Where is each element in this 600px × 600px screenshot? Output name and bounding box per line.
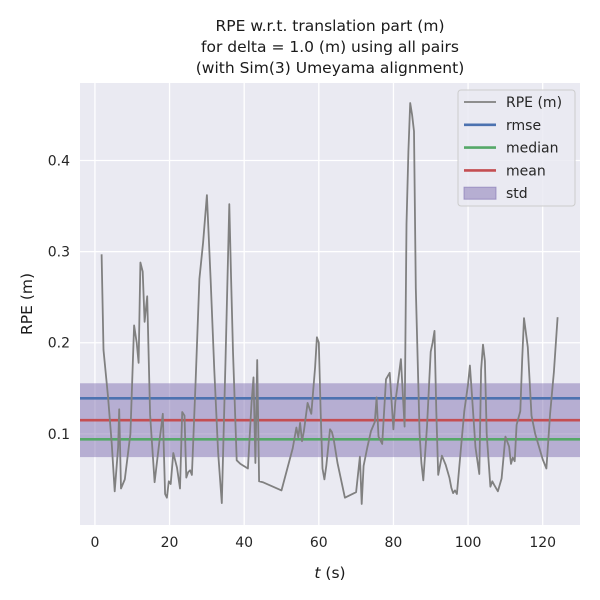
y-tick-label: 0.4 — [48, 153, 70, 169]
x-axis-symbol: t — [314, 564, 321, 582]
legend-label-std: std — [506, 186, 528, 202]
title-line-2: for delta = 1.0 (m) using all pairs — [201, 38, 459, 56]
rpe-series-line — [100, 102, 559, 505]
y-tick-label: 0.1 — [48, 427, 70, 443]
y-tick-label: 0.2 — [48, 336, 70, 352]
x-axis-unit: (s) — [320, 564, 345, 582]
legend-label-rpe: RPE (m) — [506, 95, 562, 111]
x-tick-label: 0 — [90, 535, 99, 551]
legend-box — [457, 89, 576, 207]
x-tick-labels: 0 20 40 60 80 100 120 — [90, 535, 556, 551]
series-layer — [100, 102, 559, 505]
title-line-1: RPE w.r.t. translation part (m) — [215, 17, 444, 35]
x-tick-label: 80 — [385, 535, 403, 551]
x-tick-label: 20 — [161, 535, 179, 551]
chart-title: RPE w.r.t. translation part (m) for delt… — [196, 17, 465, 77]
legend-label-rmse: rmse — [506, 118, 541, 134]
x-tick-label: 100 — [455, 535, 482, 551]
legend: RPE (m) rmse median mean std — [457, 89, 576, 207]
x-axis-label: t (s) — [314, 564, 345, 582]
y-axis-label: RPE (m) — [18, 273, 36, 335]
title-line-3: (with Sim(3) Umeyama alignment) — [196, 59, 465, 77]
legend-label-median: median — [506, 141, 558, 157]
x-tick-label: 60 — [310, 535, 328, 551]
y-tick-label: 0.3 — [48, 245, 70, 261]
x-tick-label: 40 — [235, 535, 253, 551]
legend-label-mean: mean — [506, 163, 546, 179]
legend-swatch-std — [463, 186, 497, 200]
x-tick-label: 120 — [529, 535, 556, 551]
y-tick-labels: 0.1 0.2 0.3 0.4 — [48, 153, 70, 442]
